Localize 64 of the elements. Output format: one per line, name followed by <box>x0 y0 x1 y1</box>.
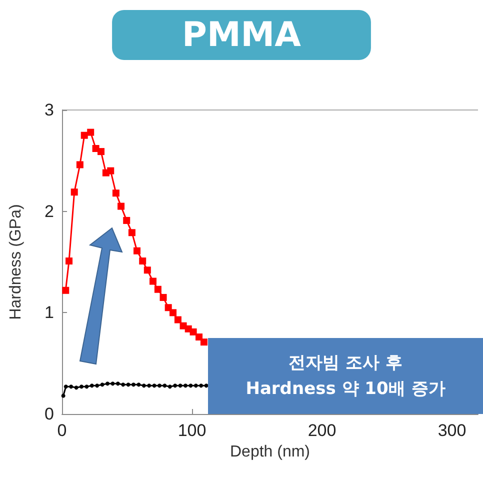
y-tick-label: 0 <box>44 404 54 424</box>
chart-title: PMMA <box>182 15 302 55</box>
point <box>168 384 172 389</box>
point <box>178 384 182 388</box>
point <box>98 148 104 156</box>
y-tick-label: 3 <box>44 100 54 120</box>
point <box>162 384 167 388</box>
point <box>106 382 110 386</box>
point <box>80 384 84 389</box>
point <box>76 161 84 168</box>
point <box>87 128 94 136</box>
point <box>199 384 204 388</box>
note-box: 전자빔 조사 후 Hardness 약 10배 증가 <box>208 338 483 414</box>
point <box>95 384 100 388</box>
point <box>74 386 78 390</box>
point <box>190 328 197 336</box>
point <box>61 394 66 398</box>
x-tick-label: 0 <box>57 421 67 440</box>
x-tick-label: 300 <box>438 421 466 440</box>
point <box>90 384 94 388</box>
x-tick-label: 200 <box>308 421 336 440</box>
point <box>84 384 89 389</box>
point <box>80 132 88 139</box>
point <box>64 384 68 389</box>
point <box>70 188 78 196</box>
point <box>121 382 126 387</box>
point <box>200 338 208 346</box>
point <box>139 257 146 264</box>
point <box>204 384 208 388</box>
point <box>173 384 178 388</box>
point <box>126 382 130 387</box>
point <box>194 384 198 388</box>
point <box>118 202 125 210</box>
point <box>128 229 136 236</box>
point <box>170 309 177 316</box>
point <box>196 333 203 340</box>
point <box>134 247 141 254</box>
point <box>116 382 120 386</box>
point <box>152 384 156 388</box>
point <box>100 382 104 387</box>
point <box>184 384 188 388</box>
point <box>62 286 70 294</box>
point <box>142 384 146 388</box>
point <box>158 384 162 388</box>
point <box>144 266 151 274</box>
y-tick-label: 2 <box>44 202 54 221</box>
x-axis-title: Depth (nm) <box>230 444 310 460</box>
point <box>69 384 74 389</box>
point <box>174 316 182 324</box>
x-tick-label: 100 <box>178 421 206 440</box>
point <box>136 382 141 387</box>
point <box>66 257 73 264</box>
point <box>123 216 130 224</box>
point <box>188 384 193 388</box>
point <box>107 167 114 174</box>
point <box>132 382 136 387</box>
point <box>154 286 162 293</box>
point <box>112 190 120 197</box>
point <box>147 384 152 388</box>
y-tick-label: 1 <box>44 303 54 322</box>
y-axis-title: Hardness (GPa) <box>8 204 24 320</box>
point <box>150 278 156 285</box>
point <box>160 294 167 301</box>
point <box>110 382 115 386</box>
